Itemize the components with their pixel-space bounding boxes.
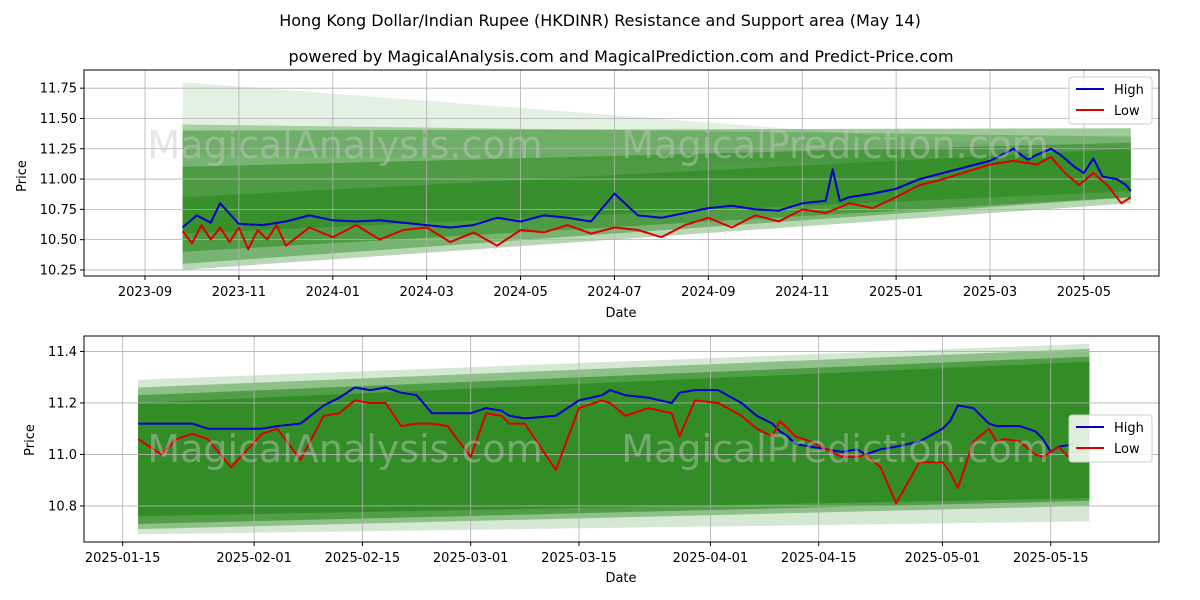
x-tick-label: 2025-05-01: [905, 551, 981, 566]
figure-title: Hong Kong Dollar/Indian Rupee (HKDINR) R…: [279, 11, 921, 30]
band-area: [182, 82, 1131, 167]
x-tick-label: 2025-04-01: [673, 551, 749, 566]
y-tick-label: 11.50: [40, 112, 77, 127]
legend: High Low: [1068, 76, 1153, 125]
x-tick-label: 2025-03-15: [541, 551, 617, 566]
grid-lines: [84, 70, 1159, 276]
x-tick-label: 2024-11: [775, 285, 829, 300]
x-tick-label: 2024-05: [493, 285, 547, 300]
legend: High Low: [1068, 414, 1153, 463]
x-tick-label: 2023-11: [212, 285, 266, 300]
x-tick-label: 2024-09: [681, 285, 735, 300]
x-axis-label: Date: [605, 306, 636, 321]
legend-low-label: Low: [1114, 442, 1140, 457]
x-tick-label: 2025-03-01: [433, 551, 509, 566]
price-series: [137, 386, 1075, 505]
grid-lines: [84, 336, 1159, 542]
band-area: [182, 148, 1131, 234]
y-axis-label: Price: [15, 160, 30, 192]
legend-high-label: High: [1114, 83, 1144, 98]
y-tick-label: 11.0: [48, 448, 77, 463]
x-tick-label: 2025-01: [869, 285, 923, 300]
watermark-left: MagicalAnalysis.com: [147, 427, 542, 471]
x-tick-label: 2024-07: [587, 285, 641, 300]
x-tick-label: 2025-03: [963, 285, 1017, 300]
figure-subtitle: powered by MagicalAnalysis.com and Magic…: [288, 47, 953, 66]
resistance-support-bands: [138, 343, 1090, 535]
y-tick-label: 11.25: [40, 142, 77, 157]
legend-low-label: Low: [1114, 104, 1140, 119]
y-tick-label: 10.50: [40, 233, 77, 248]
resistance-support-bands: [182, 82, 1131, 270]
x-axis-label: Date: [605, 571, 636, 586]
y-tick-label: 10.75: [40, 203, 77, 218]
y-tick-label: 11.4: [48, 345, 77, 360]
y-axis-label: Price: [23, 424, 38, 456]
low-price-line: [181, 156, 1132, 251]
x-tick-label: 2025-05: [1057, 285, 1111, 300]
watermark-right: MagicalPrediction.com: [621, 123, 1049, 167]
high-price-line: [181, 147, 1132, 229]
watermark-left: MagicalAnalysis.com: [147, 123, 542, 167]
x-tick-label: 2025-05-15: [1013, 551, 1089, 566]
watermark-right: MagicalPrediction.com: [621, 427, 1049, 471]
y-tick-label: 11.75: [40, 82, 77, 97]
x-tick-label: 2024-01: [306, 285, 360, 300]
top-price-chart: MagicalAnalysis.com MagicalPrediction.co…: [15, 69, 1160, 321]
y-tick-label: 11.2: [48, 396, 77, 411]
x-tick-label: 2023-09: [118, 285, 172, 300]
y-tick-label: 10.25: [40, 263, 77, 278]
axes: 10.25 10.50 10.75 11.00 11.25 11.50 11.75 2023-…: [40, 82, 1111, 300]
axes: 10.8 11.0 11.2 11.4 2025-01-15 2025-02-01 2025…: [48, 345, 1088, 566]
legend-high-label: High: [1114, 421, 1144, 436]
band-area: [138, 361, 1090, 517]
bottom-price-chart: MagicalAnalysis.com MagicalPrediction.co…: [23, 335, 1160, 586]
plot-frame: [83, 69, 1160, 277]
x-tick-label: 2025-02-15: [325, 551, 401, 566]
low-price-line: [137, 399, 1075, 505]
y-tick-label: 10.8: [48, 499, 77, 514]
high-price-line: [138, 386, 1075, 456]
y-tick-label: 11.00: [40, 173, 77, 188]
x-tick-label: 2025-02-01: [216, 551, 292, 566]
x-tick-label: 2025-04-15: [781, 551, 857, 566]
plot-frame: [83, 335, 1160, 543]
price-series: [181, 147, 1132, 251]
x-tick-label: 2025-01-15: [85, 551, 161, 566]
x-tick-label: 2024-03: [400, 285, 454, 300]
